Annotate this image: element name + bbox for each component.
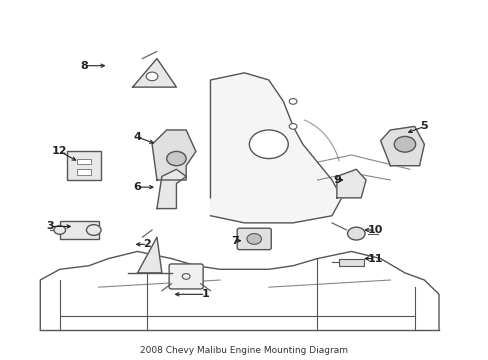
Text: 11: 11 (367, 253, 383, 264)
Circle shape (246, 234, 261, 244)
Polygon shape (152, 130, 196, 180)
Bar (60, 221, 99, 239)
Circle shape (288, 99, 296, 104)
Bar (67, 152, 101, 180)
Polygon shape (336, 169, 366, 198)
FancyBboxPatch shape (169, 264, 203, 289)
Text: 12: 12 (52, 147, 67, 157)
Bar (339, 258, 363, 266)
Circle shape (54, 226, 65, 234)
Circle shape (249, 130, 287, 158)
FancyBboxPatch shape (237, 228, 271, 249)
Text: 6: 6 (133, 182, 141, 192)
Text: 7: 7 (230, 236, 238, 246)
Circle shape (166, 152, 186, 166)
Circle shape (288, 123, 296, 129)
Polygon shape (157, 169, 186, 208)
Circle shape (146, 72, 158, 81)
Text: 3: 3 (46, 221, 54, 231)
Bar (77, 169, 91, 175)
Text: 8: 8 (80, 61, 88, 71)
Text: 4: 4 (133, 132, 141, 142)
Bar (77, 158, 91, 164)
Polygon shape (210, 73, 341, 223)
Polygon shape (380, 126, 424, 166)
Text: 9: 9 (332, 175, 340, 185)
Polygon shape (132, 59, 176, 87)
Circle shape (393, 136, 415, 152)
Text: 2008 Chevy Malibu Engine Mounting Diagram: 2008 Chevy Malibu Engine Mounting Diagra… (140, 346, 348, 355)
Text: 2: 2 (143, 239, 151, 249)
Circle shape (347, 227, 365, 240)
Polygon shape (137, 237, 162, 273)
Circle shape (86, 225, 101, 235)
Text: 10: 10 (367, 225, 383, 235)
Text: 5: 5 (420, 121, 427, 131)
Text: 1: 1 (202, 289, 209, 299)
